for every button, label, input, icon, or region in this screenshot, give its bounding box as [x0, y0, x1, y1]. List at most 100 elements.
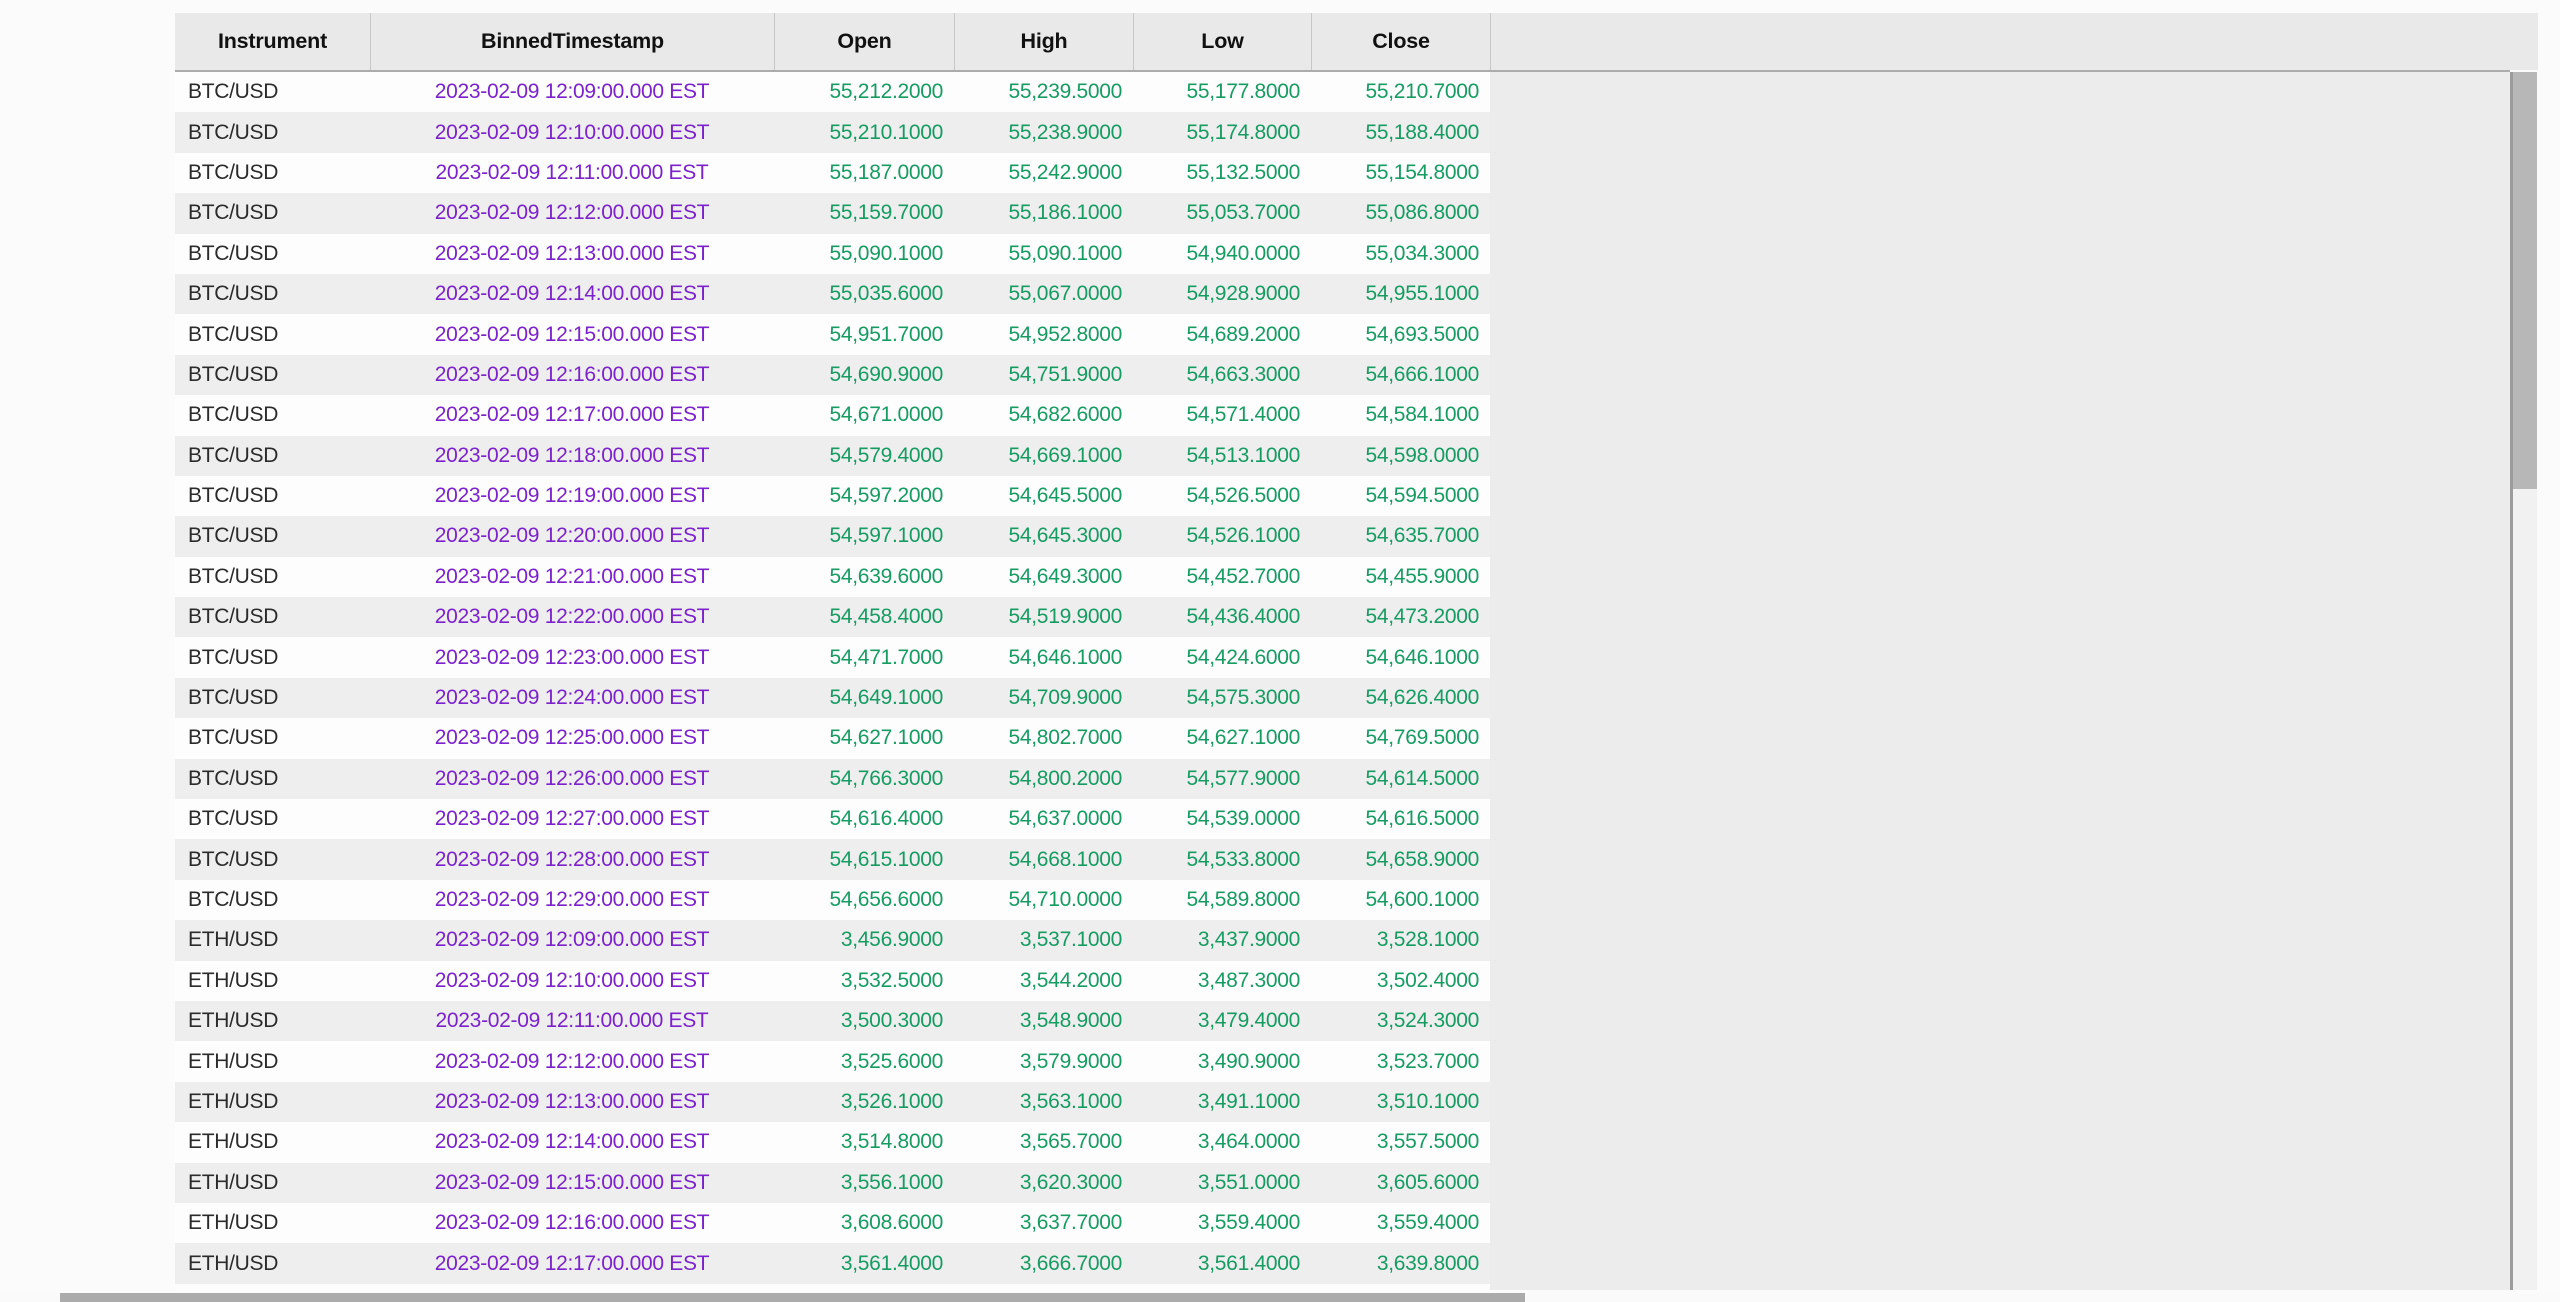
- table-row[interactable]: BTC/USD 2023-02-09 12:27:00.000 EST 54,6…: [175, 799, 1490, 840]
- table-row[interactable]: BTC/USD 2023-02-09 12:26:00.000 EST 54,7…: [175, 758, 1490, 800]
- table-row[interactable]: BTC/USD 2023-02-09 12:17:00.000 EST 54,6…: [175, 395, 1490, 436]
- table-row[interactable]: ETH/USD 2023-02-09 12:16:00.000 EST 3,60…: [175, 1202, 1490, 1244]
- table-row[interactable]: BTC/USD 2023-02-09 12:19:00.000 EST 54,5…: [175, 475, 1490, 517]
- cell-low: 55,177.8000: [1186, 80, 1301, 104]
- table-row[interactable]: ETH/USD 2023-02-09 12:09:00.000 EST 3,45…: [175, 920, 1490, 961]
- cell-close: 54,693.5000: [1365, 322, 1480, 346]
- table-row[interactable]: BTC/USD 2023-02-09 12:29:00.000 EST 54,6…: [175, 879, 1490, 921]
- table-row[interactable]: BTC/USD 2023-02-09 12:12:00.000 EST 55,1…: [175, 193, 1490, 234]
- cell-instrument: BTC/USD: [188, 766, 279, 790]
- table-row[interactable]: BTC/USD 2023-02-09 12:25:00.000 EST 54,6…: [175, 718, 1490, 759]
- cell-instrument: BTC/USD: [188, 443, 279, 467]
- table-row[interactable]: BTC/USD 2023-02-09 12:09:00.000 EST 55,2…: [175, 72, 1490, 113]
- table-row[interactable]: BTC/USD 2023-02-09 12:13:00.000 EST 55,0…: [175, 233, 1490, 274]
- table-row[interactable]: ETH/USD 2023-02-09 12:12:00.000 EST 3,52…: [175, 1041, 1490, 1082]
- cell-binnedtimestamp: 2023-02-09 12:11:00.000 EST: [435, 1009, 709, 1033]
- cell-close: 55,210.7000: [1365, 80, 1480, 104]
- table-row[interactable]: BTC/USD 2023-02-09 12:28:00.000 EST 54,6…: [175, 839, 1490, 880]
- cell-low: 3,559.4000: [1197, 1211, 1300, 1235]
- cell-binnedtimestamp: 2023-02-09 12:17:00.000 EST: [434, 1251, 710, 1275]
- table-row[interactable]: BTC/USD 2023-02-09 12:14:00.000 EST 55,0…: [175, 273, 1490, 315]
- cell-close: 54,594.5000: [1365, 484, 1480, 508]
- cell-binnedtimestamp: 2023-02-09 12:12:00.000 EST: [434, 1049, 710, 1073]
- cell-high: 54,646.1000: [1008, 645, 1123, 669]
- table-row[interactable]: BTC/USD 2023-02-09 12:23:00.000 EST 54,4…: [175, 637, 1490, 678]
- column-header-instrument[interactable]: Instrument: [217, 29, 328, 53]
- cell-binnedtimestamp: 2023-02-09 12:13:00.000 EST: [434, 241, 710, 265]
- column-header-high[interactable]: High: [954, 13, 1133, 70]
- cell-binnedtimestamp: 2023-02-09 12:14:00.000 EST: [434, 282, 710, 306]
- cell-instrument: BTC/USD: [188, 322, 279, 346]
- vertical-scrollbar[interactable]: [2513, 72, 2537, 1290]
- table-row[interactable]: ETH/USD 2023-02-09 12:10:00.000 EST 3,53…: [175, 960, 1490, 1001]
- table-row[interactable]: BTC/USD 2023-02-09 12:21:00.000 EST 54,6…: [175, 556, 1490, 598]
- cell-instrument: BTC/USD: [188, 686, 279, 710]
- cell-high: 3,637.7000: [1019, 1211, 1122, 1235]
- table-row[interactable]: BTC/USD 2023-02-09 12:15:00.000 EST 54,9…: [175, 314, 1490, 355]
- cell-high: 3,579.9000: [1019, 1049, 1122, 1073]
- cell-low: 54,571.4000: [1186, 403, 1301, 427]
- cell-open: 55,187.0000: [829, 160, 944, 184]
- cell-low: 3,479.4000: [1197, 1009, 1300, 1033]
- table-header-row: Instrument BinnedTimestamp Open High Low…: [175, 13, 2538, 70]
- cell-instrument: ETH/USD: [188, 1130, 279, 1154]
- header-underline: [175, 70, 2510, 72]
- table-row[interactable]: BTC/USD 2023-02-09 12:10:00.000 EST 55,2…: [175, 112, 1490, 153]
- cell-instrument: BTC/USD: [188, 807, 279, 831]
- cell-binnedtimestamp: 2023-02-09 12:21:00.000 EST: [434, 564, 710, 588]
- cell-instrument: BTC/USD: [188, 282, 279, 306]
- cell-instrument: BTC/USD: [188, 403, 279, 427]
- cell-instrument: BTC/USD: [188, 362, 279, 386]
- cell-close: 3,523.7000: [1376, 1049, 1479, 1073]
- cell-open: 54,766.3000: [829, 766, 944, 790]
- cell-instrument: BTC/USD: [188, 201, 279, 225]
- horizontal-scrollbar-thumb[interactable]: [60, 1293, 1525, 1302]
- cell-high: 54,709.9000: [1008, 686, 1123, 710]
- cell-instrument: ETH/USD: [188, 1211, 279, 1235]
- partial-row: [175, 1283, 1490, 1290]
- column-header-binnedtimestamp[interactable]: BinnedTimestamp: [370, 13, 774, 70]
- cell-binnedtimestamp: 2023-02-09 12:20:00.000 EST: [434, 524, 710, 548]
- cell-high: 55,239.5000: [1008, 80, 1123, 104]
- cell-binnedtimestamp: 2023-02-09 12:11:00.000 EST: [435, 160, 709, 184]
- vertical-scrollbar-thumb[interactable]: [2513, 72, 2537, 489]
- table-row[interactable]: BTC/USD 2023-02-09 12:18:00.000 EST 54,5…: [175, 435, 1490, 476]
- cell-high: 3,666.7000: [1019, 1251, 1122, 1275]
- cell-low: 3,437.9000: [1197, 928, 1300, 952]
- table-row[interactable]: ETH/USD 2023-02-09 12:13:00.000 EST 3,52…: [175, 1081, 1490, 1123]
- cell-instrument: ETH/USD: [188, 928, 279, 952]
- cell-open: 55,159.7000: [829, 201, 944, 225]
- column-header-close[interactable]: Close: [1311, 13, 1490, 70]
- cell-open: 3,556.1000: [840, 1170, 943, 1194]
- cell-instrument: ETH/USD: [188, 968, 279, 992]
- table-row[interactable]: ETH/USD 2023-02-09 12:17:00.000 EST 3,56…: [175, 1243, 1490, 1284]
- cell-open: 54,615.1000: [829, 847, 944, 871]
- table-row[interactable]: BTC/USD 2023-02-09 12:20:00.000 EST 54,5…: [175, 516, 1490, 557]
- cell-close: 55,154.8000: [1365, 160, 1480, 184]
- horizontal-scrollbar[interactable]: [0, 1293, 2560, 1302]
- table-row[interactable]: ETH/USD 2023-02-09 12:15:00.000 EST 3,55…: [175, 1162, 1490, 1203]
- column-header-open[interactable]: Open: [774, 13, 954, 70]
- table-row[interactable]: BTC/USD 2023-02-09 12:16:00.000 EST 54,6…: [175, 354, 1490, 396]
- column-header-low[interactable]: Low: [1133, 13, 1311, 70]
- table-row[interactable]: ETH/USD 2023-02-09 12:14:00.000 EST 3,51…: [175, 1122, 1490, 1163]
- cell-high: 55,242.9000: [1008, 160, 1123, 184]
- cell-high: 55,186.1000: [1008, 201, 1123, 225]
- cell-instrument: BTC/USD: [188, 888, 279, 911]
- cell-binnedtimestamp: 2023-02-09 12:09:00.000 EST: [434, 928, 710, 952]
- table-row[interactable]: BTC/USD 2023-02-09 12:22:00.000 EST 54,4…: [175, 597, 1490, 638]
- cell-open: 54,579.4000: [829, 443, 944, 467]
- data-grid: Instrument BinnedTimestamp Open High Low…: [175, 13, 2538, 1290]
- table-row[interactable]: BTC/USD 2023-02-09 12:11:00.000 EST 55,1…: [175, 152, 1490, 194]
- cell-close: 3,528.1000: [1376, 928, 1479, 952]
- cell-instrument: BTC/USD: [188, 160, 279, 184]
- cell-high: 3,537.1000: [1019, 928, 1122, 952]
- table-row[interactable]: BTC/USD 2023-02-09 12:24:00.000 EST 54,6…: [175, 677, 1490, 719]
- cell-binnedtimestamp: 2023-02-09 12:15:00.000 EST: [434, 322, 710, 346]
- cell-close: 54,635.7000: [1365, 524, 1480, 548]
- cell-open: 55,210.1000: [829, 120, 944, 144]
- table-row[interactable]: ETH/USD 2023-02-09 12:11:00.000 EST 3,50…: [175, 1000, 1490, 1042]
- cell-binnedtimestamp: 2023-02-09 12:22:00.000 EST: [434, 605, 710, 629]
- cell-binnedtimestamp: 2023-02-09 12:14:00.000 EST: [434, 1130, 710, 1154]
- grid-right-border: [2510, 72, 2513, 1290]
